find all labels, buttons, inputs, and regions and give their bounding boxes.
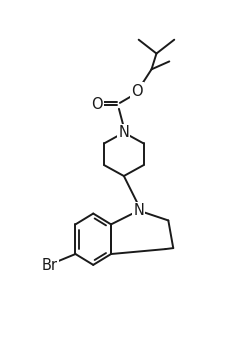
Text: N: N xyxy=(133,203,144,218)
Text: N: N xyxy=(118,125,129,140)
Text: Br: Br xyxy=(42,258,58,274)
Text: O: O xyxy=(91,98,103,112)
Text: O: O xyxy=(130,83,142,99)
